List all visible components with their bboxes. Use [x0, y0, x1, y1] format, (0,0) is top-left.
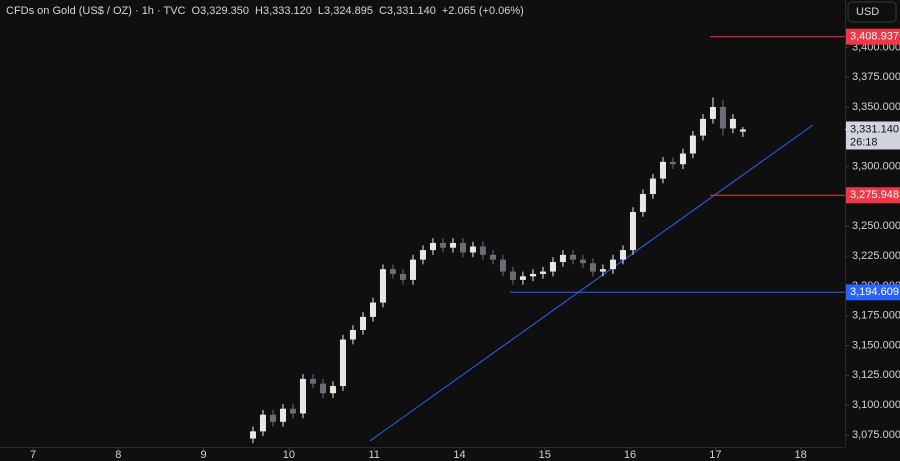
y-tick-label: 3,300.000 — [852, 161, 900, 173]
candle-body — [440, 242, 447, 248]
candle-body — [689, 135, 696, 154]
header-item: L3,324.895 — [318, 5, 373, 17]
y-tick-label: 3,350.000 — [852, 101, 900, 113]
x-tick-label: 8 — [115, 449, 121, 461]
candle-body — [499, 259, 506, 272]
currency-button[interactable] — [847, 1, 897, 23]
candle-body — [459, 242, 466, 253]
candle-body — [280, 408, 287, 422]
x-tick-label: 18 — [795, 449, 807, 461]
level-label: 3,275.948 — [850, 189, 899, 201]
candle-body — [579, 259, 586, 264]
x-tick-label: 16 — [624, 449, 636, 461]
y-tick-label: 3,100.000 — [852, 399, 900, 411]
candle-body — [529, 273, 536, 277]
candle-body — [469, 246, 476, 253]
candle-body — [610, 259, 617, 270]
x-tick-label: 10 — [283, 449, 295, 461]
last-price-tag — [846, 121, 900, 150]
y-tick-label: 3,175.000 — [852, 310, 900, 322]
level-label: 3,194.609 — [850, 286, 899, 298]
candle-body — [559, 254, 566, 263]
candle-body — [519, 276, 526, 280]
header-item: O3,329.350 — [192, 5, 250, 17]
candle-body — [549, 262, 556, 272]
candle-body — [699, 118, 706, 136]
candle-body — [389, 269, 396, 274]
y-tick-label: 3,125.000 — [852, 369, 900, 381]
candle-body — [379, 269, 386, 303]
level-tag — [846, 28, 900, 45]
level-tag — [846, 284, 900, 301]
y-tick-label: 3,150.000 — [852, 339, 900, 351]
candle-body — [679, 153, 686, 165]
candle-body — [349, 330, 356, 340]
candle-body — [249, 431, 256, 439]
candle-body — [639, 194, 646, 212]
candle-body — [509, 271, 516, 280]
candle-body — [589, 263, 596, 272]
candle-body — [320, 383, 327, 394]
x-tick-label: 17 — [709, 449, 721, 461]
candle-body — [270, 414, 277, 422]
candle-body — [409, 259, 416, 280]
y-tick-label: 3,375.000 — [852, 71, 900, 83]
candle-body — [429, 242, 436, 251]
level-tag — [846, 187, 900, 204]
trendline — [369, 124, 814, 442]
header-item: CFDs on Gold (US$ / OZ) · 1h · TVC — [6, 5, 186, 17]
candle-body — [729, 118, 736, 129]
candle-body — [539, 271, 546, 274]
candle-body — [569, 254, 576, 260]
x-tick-label: 14 — [453, 449, 465, 461]
candle-body — [339, 339, 346, 387]
y-tick-label: 3,075.000 — [852, 429, 900, 441]
y-tick-label: 3,225.000 — [852, 250, 900, 262]
candle-body — [629, 211, 636, 251]
candle-body — [649, 178, 656, 195]
candle-body — [449, 242, 456, 248]
countdown: 26:18 — [850, 136, 878, 148]
candle-body — [709, 106, 716, 119]
level-label: 3,408.937 — [850, 31, 899, 43]
x-tick-label: 7 — [30, 449, 36, 461]
header-item: C3,331.140 — [379, 5, 436, 17]
candle-body — [669, 161, 676, 165]
candle-body — [329, 386, 336, 394]
candle-body — [289, 408, 296, 414]
candle-body — [360, 316, 367, 331]
header-item: H3,333.120 — [255, 5, 312, 17]
last-price-label: 3,331.140 — [850, 123, 899, 135]
candle-body — [299, 378, 306, 414]
x-tick-label: 15 — [539, 449, 551, 461]
candle-body — [259, 414, 266, 432]
candle-body — [719, 106, 726, 129]
candle-body — [599, 269, 606, 272]
candle-body — [479, 246, 486, 255]
candle-body — [369, 302, 376, 317]
y-tick-label: 3,250.000 — [852, 220, 900, 232]
header-item: +2.065 (+0.06%) — [442, 5, 524, 17]
candle-body — [739, 129, 746, 132]
candle-body — [310, 378, 317, 384]
candle-body — [489, 254, 496, 260]
candle-body — [619, 250, 626, 260]
candle-body — [419, 250, 426, 260]
candle-body — [400, 273, 407, 280]
x-tick-label: 9 — [201, 449, 207, 461]
x-tick-label: 11 — [368, 449, 379, 461]
candle-body — [659, 161, 666, 179]
currency[interactable]: USD — [856, 6, 879, 18]
